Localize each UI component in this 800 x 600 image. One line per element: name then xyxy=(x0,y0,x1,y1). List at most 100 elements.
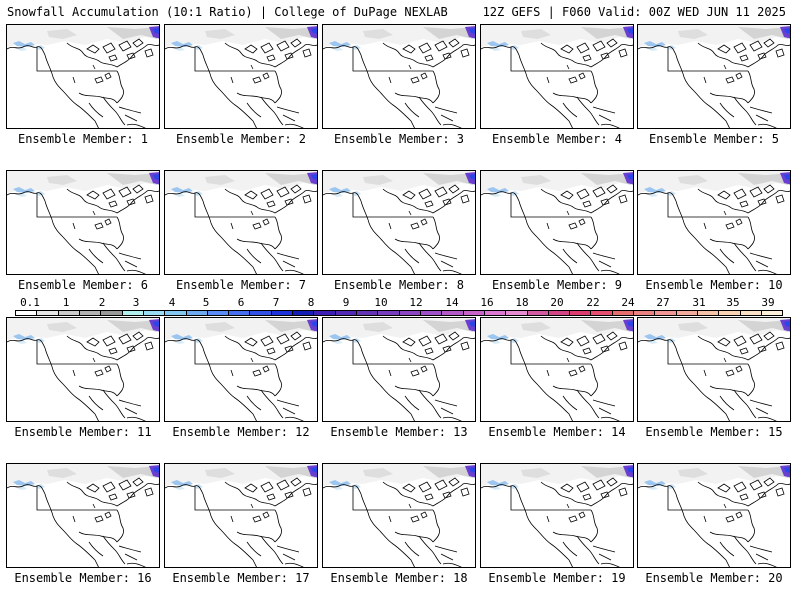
ensemble-member-label: Ensemble Member: 20 xyxy=(645,571,783,585)
colorbar-tick-label: 5 xyxy=(202,296,210,309)
north-america-map xyxy=(323,25,475,128)
ensemble-member-label: Ensemble Member: 4 xyxy=(491,132,623,146)
colorbar-tick-label: 27 xyxy=(656,296,670,309)
ensemble-map-panel xyxy=(164,24,318,129)
colorbar-tick-label: 18 xyxy=(515,296,529,309)
colorbar-swatch xyxy=(570,311,592,315)
ensemble-member-label: Ensemble Member: 18 xyxy=(330,571,468,585)
ensemble-member-label: Ensemble Member: 6 xyxy=(17,278,149,292)
colorbar-swatch xyxy=(399,311,421,315)
colorbar-swatch xyxy=(250,311,272,315)
colorbar-swatch xyxy=(634,311,656,315)
ensemble-map-panel xyxy=(480,463,634,568)
colorbar-tick-label: 8 xyxy=(307,296,315,309)
map-title: Snowfall Accumulation (10:1 Ratio) | Col… xyxy=(7,5,448,19)
ensemble-member-label: Ensemble Member: 7 xyxy=(175,278,307,292)
north-america-map xyxy=(323,171,475,274)
colorbar-swatch xyxy=(463,311,485,315)
north-america-map xyxy=(638,25,790,128)
colorbar-swatch xyxy=(143,311,166,315)
north-america-map xyxy=(7,25,159,128)
ensemble-map-panel xyxy=(6,24,160,129)
north-america-map xyxy=(7,464,159,567)
ensemble-member-label: Ensemble Member: 8 xyxy=(333,278,465,292)
ensemble-member-label: Ensemble Member: 11 xyxy=(14,425,152,439)
colorbar-swatch xyxy=(293,311,315,315)
colorbar-swatch xyxy=(527,311,549,315)
colorbar-tick-label: 1 xyxy=(62,296,70,309)
north-america-map xyxy=(7,318,159,421)
ensemble-member-label: Ensemble Member: 3 xyxy=(333,132,465,146)
colorbar-swatch xyxy=(420,311,443,315)
ensemble-member-label: Ensemble Member: 12 xyxy=(172,425,310,439)
colorbar-tick-label: 14 xyxy=(445,296,459,309)
colorbar-tick-label: 12 xyxy=(409,296,423,309)
colorbar-swatch xyxy=(484,311,507,315)
ensemble-map-panel xyxy=(322,463,476,568)
colorbar-tick-label: 31 xyxy=(692,296,706,309)
colorbar-tick-label: 9 xyxy=(342,296,350,309)
ensemble-member-label: Ensemble Member: 1 xyxy=(17,132,149,146)
colorbar-swatch xyxy=(719,311,741,315)
north-america-map xyxy=(481,25,633,128)
north-america-map xyxy=(165,171,317,274)
colorbar-tick-label: 0.1 xyxy=(20,296,40,309)
ensemble-map-panel xyxy=(322,170,476,275)
colorbar-swatch xyxy=(165,311,187,315)
colorbar-tick-label: 4 xyxy=(168,296,176,309)
colorbar-swatch xyxy=(16,311,38,315)
colorbar-swatch xyxy=(101,311,123,315)
colorbar-swatch xyxy=(612,311,635,315)
ensemble-member-label: Ensemble Member: 19 xyxy=(488,571,626,585)
north-america-map xyxy=(7,171,159,274)
ensemble-map-panel xyxy=(322,24,476,129)
north-america-map xyxy=(481,318,633,421)
colorbar-tick-label: 16 xyxy=(480,296,494,309)
ensemble-map-panel xyxy=(6,317,160,422)
north-america-map xyxy=(481,464,633,567)
colorbar-swatch xyxy=(58,311,80,315)
ensemble-map-panel xyxy=(637,463,791,568)
colorbar-swatch xyxy=(37,311,59,315)
colorbar-tick-label: 2 xyxy=(98,296,106,309)
north-america-map xyxy=(323,318,475,421)
colorbar-swatch xyxy=(698,311,720,315)
colorbar-swatch xyxy=(186,311,208,315)
ensemble-map-panel xyxy=(480,170,634,275)
ensemble-map-panel xyxy=(164,170,318,275)
ensemble-member-label: Ensemble Member: 2 xyxy=(175,132,307,146)
north-america-map xyxy=(638,171,790,274)
ensemble-map-panel xyxy=(480,317,634,422)
colorbar-swatch xyxy=(378,311,400,315)
colorbar-tick-label: 20 xyxy=(550,296,564,309)
ensemble-member-label: Ensemble Member: 5 xyxy=(648,132,780,146)
colorbar-swatch xyxy=(506,311,528,315)
ensemble-map-panel xyxy=(164,463,318,568)
colorbar-tick-label: 39 xyxy=(761,296,775,309)
ensemble-member-label: Ensemble Member: 10 xyxy=(645,278,783,292)
snowfall-colorbar xyxy=(15,310,783,316)
ensemble-member-label: Ensemble Member: 16 xyxy=(14,571,152,585)
colorbar-swatch xyxy=(207,311,230,315)
model-run-info: 12Z GEFS | F060 Valid: 00Z WED JUN 11 20… xyxy=(482,5,786,19)
ensemble-map-panel xyxy=(480,24,634,129)
north-america-map xyxy=(165,318,317,421)
colorbar-swatch xyxy=(79,311,102,315)
colorbar-swatch xyxy=(229,311,251,315)
colorbar-swatch xyxy=(442,311,464,315)
north-america-map xyxy=(165,464,317,567)
colorbar-swatch xyxy=(122,311,144,315)
ensemble-map-panel xyxy=(6,463,160,568)
colorbar-swatch xyxy=(676,311,698,315)
north-america-map xyxy=(638,464,790,567)
ensemble-member-label: Ensemble Member: 15 xyxy=(645,425,783,439)
ensemble-map-panel xyxy=(637,24,791,129)
colorbar-tick-label: 22 xyxy=(586,296,600,309)
north-america-map xyxy=(638,318,790,421)
colorbar-swatch xyxy=(271,311,294,315)
ensemble-map-panel xyxy=(6,170,160,275)
colorbar-swatch xyxy=(761,311,783,315)
colorbar-swatch xyxy=(548,311,571,315)
colorbar-tick-label: 7 xyxy=(272,296,280,309)
colorbar-swatch xyxy=(591,311,613,315)
